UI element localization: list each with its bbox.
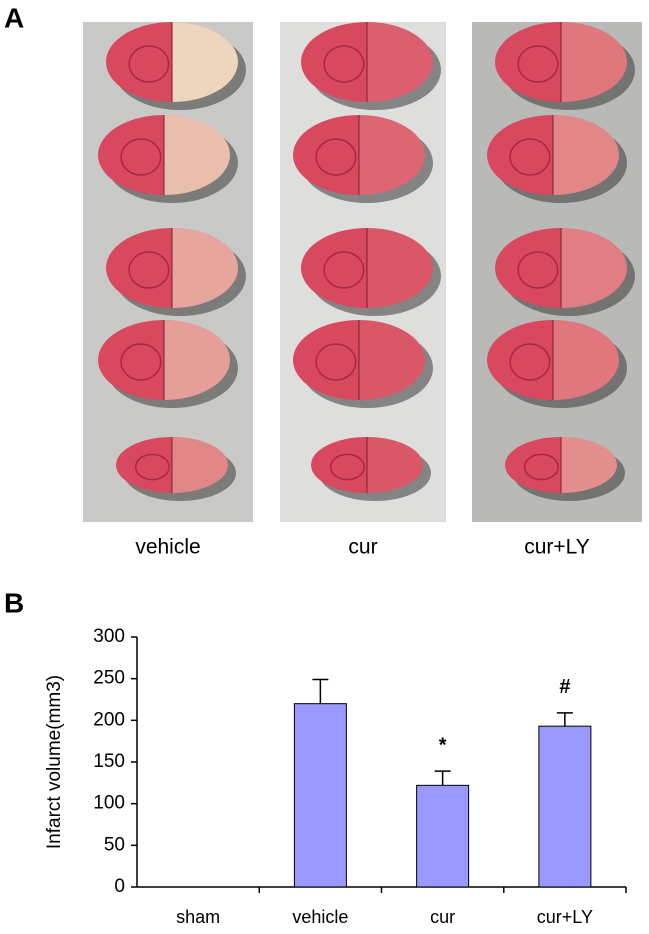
y-tick-label: 150 [93, 751, 125, 772]
significance-mark: * [439, 734, 447, 756]
slice-detail [509, 343, 551, 381]
slice-detail [128, 45, 170, 83]
error-bar [556, 712, 573, 727]
slice-infarct [164, 320, 230, 400]
slice-infarct [172, 22, 238, 102]
slice-detail [120, 343, 162, 381]
slice-detail [120, 138, 162, 176]
slice-detail [323, 45, 365, 83]
slice-detail [315, 138, 357, 176]
panel-label: B [4, 587, 24, 618]
photo-panel [83, 22, 642, 522]
slice-infarct [553, 320, 619, 400]
error-bar [434, 770, 451, 786]
slice-infarct [367, 437, 423, 493]
error-bar [312, 678, 329, 704]
bar-chart: 0 50 100 150 200 250 300 sham vehicle cur cur+LY * # [93, 626, 627, 927]
y-tick-label: 0 [114, 876, 125, 897]
bar [293, 703, 347, 888]
slice-detail [517, 251, 559, 289]
x-tick-label: cur [430, 907, 455, 927]
y-tick-label: 200 [93, 709, 125, 730]
y-axis-label: Infarct volume(mm3) [44, 675, 65, 849]
slice-infarct [172, 437, 228, 493]
slice-detail [323, 251, 365, 289]
slice-detail [523, 453, 559, 481]
slice-detail [517, 45, 559, 83]
slice-infarct [172, 228, 238, 308]
bar [416, 784, 470, 888]
slice-detail [509, 138, 551, 176]
y-tick-label: 50 [104, 834, 125, 855]
slice-detail [315, 343, 357, 381]
y-tick-label: 100 [93, 793, 125, 814]
x-tick-label: vehicle [292, 907, 348, 927]
group-label: vehicle [135, 536, 200, 559]
bar [538, 725, 592, 888]
slice-infarct [553, 115, 619, 195]
group-label: cur+LY [524, 536, 590, 559]
y-tick-label: 300 [93, 626, 125, 647]
slice-infarct [367, 228, 433, 308]
x-tick-label: cur+LY [537, 907, 593, 927]
group-label: cur [348, 536, 377, 559]
slice-infarct [164, 115, 230, 195]
significance-mark: # [559, 676, 570, 698]
slice-detail [134, 453, 170, 481]
y-tick-label: 250 [93, 668, 125, 689]
slice-infarct [359, 115, 425, 195]
slice-detail [128, 251, 170, 289]
slice-infarct [561, 22, 627, 102]
slice-infarct [561, 228, 627, 308]
slice-infarct [367, 22, 433, 102]
slice-infarct [359, 320, 425, 400]
x-tick-label: sham [176, 907, 220, 927]
panel-label: A [4, 2, 24, 33]
slice-infarct [561, 437, 617, 493]
slice-detail [329, 453, 365, 481]
